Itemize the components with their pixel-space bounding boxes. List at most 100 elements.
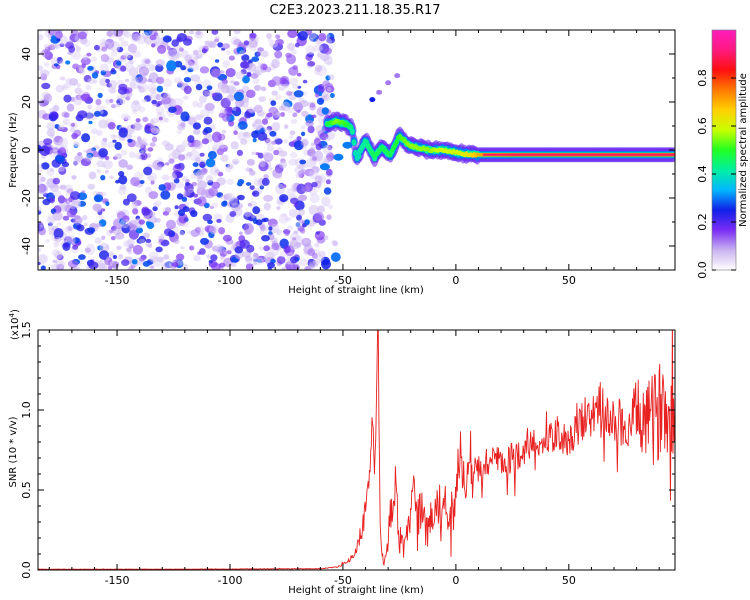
noise-speckle: [107, 141, 115, 148]
noise-speckle: [185, 181, 190, 186]
noise-speckle: [302, 163, 308, 168]
noise-speckle: [76, 83, 81, 88]
noise-speckle: [215, 89, 221, 94]
noise-speckle: [269, 40, 278, 48]
noise-speckle: [101, 163, 107, 168]
noise-speckle: [129, 78, 140, 90]
noise-speckle: [287, 30, 298, 39]
colorbar-tick-label: 0.0: [696, 261, 709, 279]
noise-speckle: [220, 84, 230, 94]
noise-speckle: [116, 98, 124, 106]
y-tick-label: 40: [20, 47, 33, 61]
noise-speckle: [142, 261, 151, 267]
noise-speckle: [192, 122, 201, 130]
noise-speckle: [266, 33, 272, 39]
noise-speckle: [166, 49, 177, 59]
noise-speckle: [138, 256, 146, 262]
noise-speckle: [58, 147, 67, 157]
noise-speckle: [278, 105, 286, 111]
noise-speckle: [321, 259, 331, 270]
noise-speckle: [233, 81, 240, 86]
noise-speckle: [126, 238, 135, 246]
x-tick-label: -150: [105, 574, 130, 587]
noise-speckle: [267, 218, 278, 228]
noise-speckle: [293, 230, 299, 235]
noise-speckle: [87, 104, 92, 110]
noise-speckle: [225, 50, 232, 55]
noise-speckle: [146, 175, 155, 182]
noise-speckle: [120, 65, 127, 72]
noise-speckle: [244, 229, 252, 236]
noise-speckle: [127, 248, 132, 252]
noise-speckle: [299, 100, 309, 108]
noise-speckle: [246, 158, 255, 166]
noise-speckle: [78, 254, 86, 260]
noise-speckle: [254, 118, 262, 125]
noise-speckle: [157, 111, 162, 116]
noise-speckle: [275, 229, 282, 235]
noise-speckle: [195, 114, 204, 121]
noise-speckle: [105, 38, 115, 46]
noise-speckle: [200, 169, 208, 176]
noise-speckle: [141, 57, 152, 67]
x-tick-label: 0: [452, 274, 459, 287]
noise-speckle: [277, 83, 287, 91]
noise-speckle: [187, 59, 195, 67]
track-core: [348, 124, 353, 129]
noise-speckle: [143, 232, 150, 239]
noise-speckle: [184, 60, 194, 69]
noise-speckle: [237, 131, 246, 141]
noise-speckle: [109, 80, 118, 89]
noise-speckle: [259, 184, 264, 190]
noise-speckle: [86, 52, 92, 57]
noise-speckle: [172, 170, 182, 180]
noise-speckle: [149, 34, 157, 41]
noise-speckle: [315, 143, 323, 151]
noise-speckle: [146, 221, 155, 230]
noise-speckle: [286, 54, 297, 65]
noise-speckle: [178, 154, 186, 161]
noise-speckle: [193, 128, 201, 135]
secondary-blob: [333, 153, 344, 161]
noise-speckle: [210, 68, 221, 78]
noise-speckle: [129, 81, 137, 89]
snr-frame: [37, 329, 676, 571]
noise-speckle: [148, 64, 156, 72]
noise-speckle: [309, 146, 316, 153]
noise-speckle: [205, 158, 216, 168]
noise-speckle: [205, 175, 214, 183]
noise-speckle: [63, 184, 74, 193]
noise-speckle: [249, 185, 255, 191]
noise-speckle: [141, 98, 148, 103]
colorbar-label: Normalized spectral amplitude: [738, 73, 749, 227]
noise-speckle: [138, 219, 145, 225]
noise-speckle: [323, 187, 332, 195]
noise-speckle: [216, 218, 222, 223]
noise-speckle: [246, 257, 251, 263]
noise-speckle: [68, 39, 73, 43]
noise-speckle: [208, 224, 219, 235]
noise-speckle: [218, 227, 226, 235]
noise-speckle: [218, 112, 226, 119]
noise-speckle: [120, 55, 127, 60]
noise-speckle: [41, 48, 50, 58]
noise-speckle: [257, 152, 264, 159]
noise-speckle: [284, 216, 292, 222]
noise-speckle: [110, 236, 116, 241]
noise-speckle: [120, 149, 127, 156]
noise-speckle: [96, 168, 101, 174]
noise-speckle: [97, 209, 103, 216]
noise-speckle: [98, 250, 110, 260]
noise-speckle: [325, 38, 332, 44]
noise-speckle: [114, 102, 121, 108]
noise-speckle: [314, 230, 325, 241]
noise-speckle: [66, 103, 75, 112]
noise-speckle: [150, 120, 156, 126]
noise-speckle: [38, 206, 42, 212]
noise-speckle: [204, 225, 215, 233]
noise-speckle: [133, 50, 142, 58]
noise-speckle: [198, 230, 205, 237]
noise-speckle: [301, 131, 306, 137]
noise-speckle: [83, 222, 88, 227]
noise-speckle: [304, 168, 315, 177]
